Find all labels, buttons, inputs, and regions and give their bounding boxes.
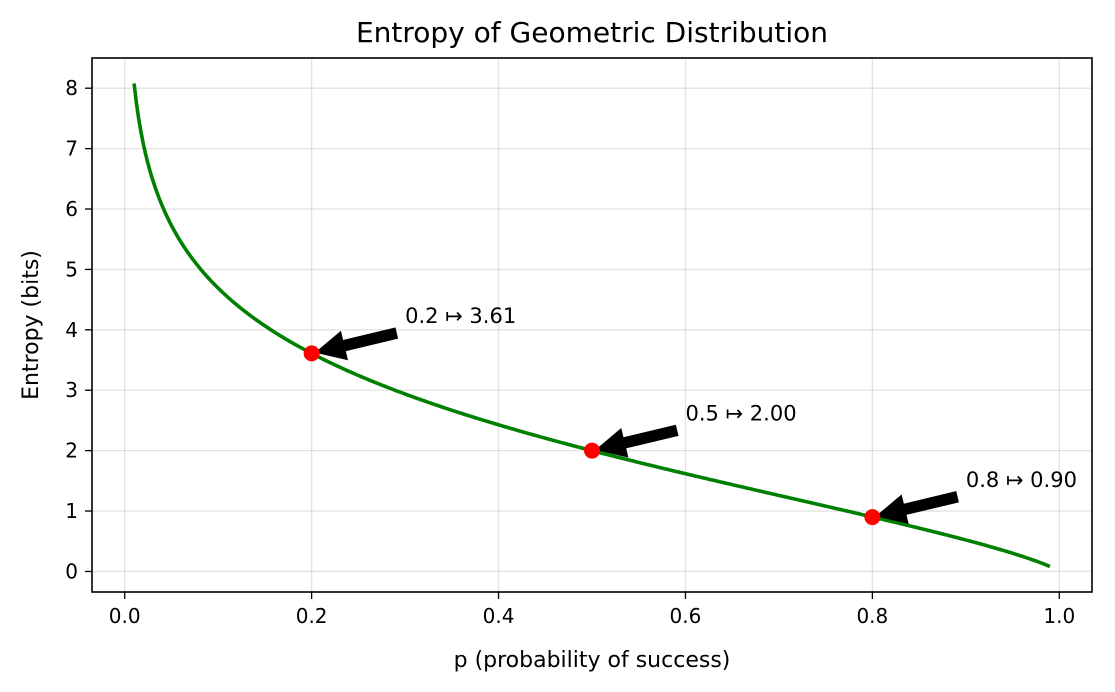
x-tick-label: 1.0	[1043, 604, 1075, 628]
annotation-label: 0.8 ↦ 0.90	[966, 468, 1077, 492]
annotation-label: 0.2 ↦ 3.61	[405, 304, 516, 328]
marks: 0.2 ↦ 3.61 0.5 ↦ 2.00 0.8 ↦ 0.90	[132, 83, 1077, 569]
y-tick-label: 1	[65, 499, 78, 523]
y-tick-label: 0	[65, 559, 78, 583]
data-point	[864, 509, 881, 526]
y-tick-label: 3	[65, 378, 78, 402]
annotation-arrow	[314, 327, 399, 361]
y-tick-label: 5	[65, 257, 78, 281]
y-tick-label: 4	[65, 318, 78, 342]
x-tick-label: 0.6	[670, 604, 702, 628]
y-axis-label: Entropy (bits)	[19, 250, 44, 400]
y-tick-label: 7	[65, 137, 78, 161]
annotation-label: 0.5 ↦ 2.00	[685, 401, 796, 425]
y-tick-label: 2	[65, 439, 78, 463]
plot-frame	[91, 57, 1093, 593]
annotation-arrow	[875, 491, 959, 525]
ticks: 0.0 0.2 0.4 0.6 0.8 1.0 0 1 2 3 4 5 6 7 8	[65, 76, 1075, 628]
y-tick-label: 8	[65, 76, 78, 100]
x-tick-label: 0.4	[483, 604, 515, 628]
data-point	[303, 345, 320, 362]
annotation-arrow	[595, 424, 679, 458]
chart-title: Entropy of Geometric Distribution	[356, 16, 828, 49]
y-tick-label: 6	[65, 197, 78, 221]
series-line	[132, 83, 1051, 569]
x-tick-label: 0.2	[296, 604, 328, 628]
x-axis-label: p (probability of success)	[454, 648, 731, 673]
x-tick-label: 0.0	[109, 604, 141, 628]
data-point	[584, 442, 600, 459]
grid	[92, 58, 1092, 592]
x-tick-label: 0.8	[856, 604, 888, 628]
